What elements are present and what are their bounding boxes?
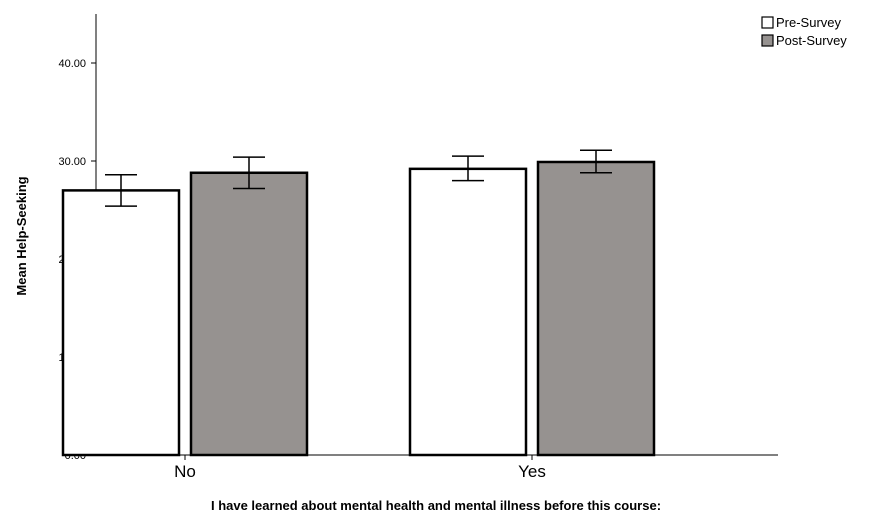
y-tick-label: 40.00 (58, 58, 86, 70)
bars (61, 160, 656, 457)
bar-post-survey-no (189, 171, 309, 457)
x-category-label: Yes (518, 462, 546, 481)
bar-pre-survey-no (61, 189, 181, 457)
legend-label-post-survey: Post-Survey (776, 33, 847, 48)
y-tick-label: 30.00 (58, 156, 86, 168)
x-category-label: No (174, 462, 196, 481)
legend-swatch-post-survey (761, 34, 774, 47)
x-axis-title: I have learned about mental health and m… (211, 498, 661, 513)
legend-label-pre-survey: Pre-Survey (776, 15, 842, 30)
legend-swatch-pre-survey (761, 16, 774, 29)
bar-pre-survey-yes (408, 167, 528, 457)
error-bars (105, 149, 612, 207)
bar-post-survey-yes (536, 160, 656, 457)
y-axis-title: Mean Help-Seeking (14, 176, 29, 295)
legend: Pre-Survey Post-Survey (761, 15, 847, 48)
x-category-labels: No Yes (174, 455, 546, 481)
